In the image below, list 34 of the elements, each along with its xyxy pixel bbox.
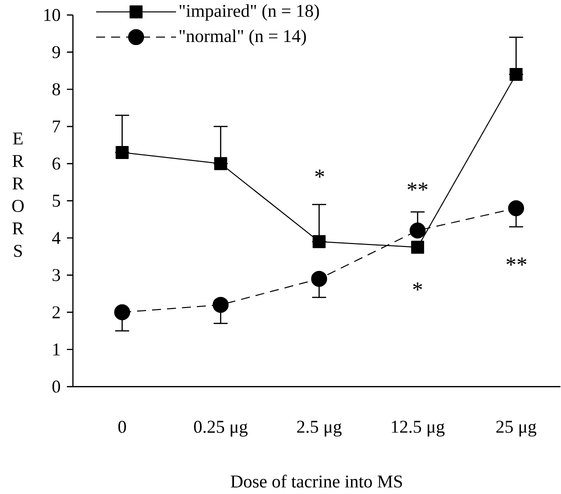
annotation: * bbox=[413, 282, 422, 291]
y-tick-label: 7 bbox=[52, 120, 60, 133]
y-tick-label: 10 bbox=[44, 9, 60, 22]
point bbox=[114, 304, 130, 320]
y-tick-label: 5 bbox=[52, 195, 60, 207]
x-tick-label: 12.5 μg bbox=[392, 420, 445, 437]
y-tick-label: 0 bbox=[52, 380, 60, 393]
point bbox=[214, 157, 228, 170]
x-tick-label: 0 bbox=[118, 420, 126, 434]
y-tick-label: 2 bbox=[52, 306, 60, 318]
annotation: ** bbox=[408, 182, 428, 191]
annotation: ** bbox=[506, 258, 526, 266]
point bbox=[410, 222, 426, 239]
y-tick-label: 6 bbox=[52, 158, 60, 170]
legend-label: "impaired" (n = 18) bbox=[180, 4, 319, 21]
point bbox=[311, 271, 328, 288]
y-tick-label: 8 bbox=[52, 83, 60, 96]
y-tick-label: 1 bbox=[53, 344, 60, 356]
point bbox=[411, 240, 424, 254]
x-tick-label: 2.5 μg bbox=[297, 420, 342, 437]
legend-label: "normal" (n = 14) bbox=[180, 30, 306, 46]
point bbox=[116, 146, 129, 160]
x-tick-label: 25 μg bbox=[496, 420, 536, 437]
y-tick-label: 4 bbox=[52, 232, 60, 244]
y-axis-title: ERRORS bbox=[12, 132, 24, 258]
point bbox=[510, 68, 523, 82]
x-tick-label: 0.25 μg bbox=[194, 420, 248, 437]
point bbox=[508, 200, 524, 216]
x-axis-title: Dose of tacrine into MS bbox=[230, 474, 402, 488]
point bbox=[212, 297, 229, 314]
point bbox=[312, 235, 326, 248]
y-tick-label: 9 bbox=[52, 46, 60, 58]
annotation: * bbox=[315, 170, 324, 178]
y-tick-label: 3 bbox=[52, 269, 60, 282]
